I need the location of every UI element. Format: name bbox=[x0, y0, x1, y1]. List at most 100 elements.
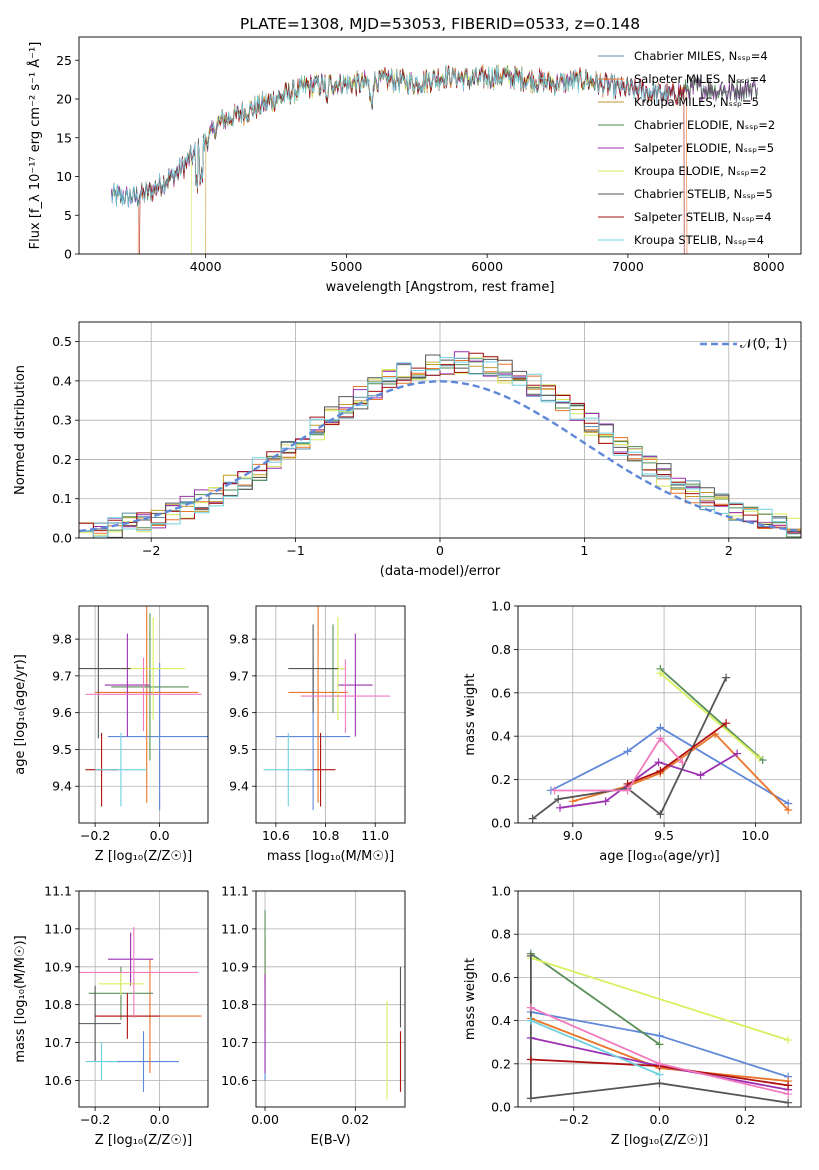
plot-area bbox=[518, 606, 801, 823]
y-tick-label: 11.1 bbox=[221, 884, 249, 899]
x-tick-label: 1 bbox=[580, 543, 588, 558]
y-tick-label: 10 bbox=[56, 169, 72, 184]
weight-line bbox=[530, 957, 789, 1041]
plot-area bbox=[256, 606, 405, 823]
y-tick-label: 0.6 bbox=[491, 685, 511, 700]
weight-line bbox=[530, 1019, 660, 1076]
axes-frame bbox=[517, 605, 802, 824]
x-axis-label: Z [log₁₀(Z/Z☉)] bbox=[611, 1133, 708, 1148]
x-tick-label: 10.0 bbox=[741, 828, 769, 843]
weight-marker bbox=[722, 719, 731, 728]
weight-line bbox=[530, 952, 661, 1046]
weight-marker bbox=[528, 814, 537, 823]
spectrum-line bbox=[205, 64, 599, 254]
x-tick-label: 2 bbox=[725, 543, 733, 558]
plot-area bbox=[256, 891, 405, 1107]
x-axis-label: E(B-V) bbox=[310, 1133, 350, 1148]
y-tick-label: 25 bbox=[56, 53, 72, 68]
weight-line bbox=[659, 672, 760, 759]
x-tick-label: 9.0 bbox=[563, 828, 583, 843]
x-tick-label: 10.8 bbox=[312, 828, 340, 843]
x-tick-label: 10.6 bbox=[262, 828, 290, 843]
axes-frame bbox=[78, 890, 209, 1108]
weight-marker bbox=[656, 669, 665, 678]
panel-mass_Z: −0.2 0.0 10.6 10.7 10.8 10.9 11.0 11.1 Z [log₁₀(… bbox=[13, 884, 209, 1148]
y-axis-label: Flux [f_λ 10⁻¹⁷ erg cm⁻² s⁻¹ Å⁻¹] bbox=[27, 42, 43, 250]
weight-marker bbox=[656, 734, 665, 743]
x-tick-label: 0.0 bbox=[150, 828, 170, 843]
y-tick-label: 9.4 bbox=[229, 779, 249, 794]
panel-mass_ebv: 0.00 0.02 10.6 10.7 10.8 10.9 11.0 11.1 E(B-V) bbox=[221, 884, 406, 1148]
panel-age_mass: 10.6 10.8 11.0 9.4 9.5 9.6 9.7 9.8 mass [log₁₀(M… bbox=[229, 605, 406, 864]
x-tick-label: 0.0 bbox=[650, 1112, 670, 1127]
x-tick-label: 11.0 bbox=[361, 828, 389, 843]
weight-marker bbox=[554, 795, 563, 804]
y-tick-label: 11.0 bbox=[44, 921, 72, 936]
y-tick-label: 9.6 bbox=[229, 705, 249, 720]
y-tick-label: 9.8 bbox=[229, 632, 249, 647]
legend-label: Kroupa STELIB, Nₛₛₚ=4 bbox=[634, 233, 764, 247]
y-tick-label: 5 bbox=[64, 208, 72, 223]
y-tick-label: 15 bbox=[56, 130, 72, 145]
weight-line bbox=[559, 752, 738, 809]
x-tick-label: 0.2 bbox=[735, 1112, 755, 1127]
y-tick-label: 9.5 bbox=[52, 742, 72, 757]
weight-marker bbox=[655, 1040, 664, 1049]
y-tick-label: 10.7 bbox=[221, 1035, 249, 1050]
weight-marker bbox=[568, 797, 577, 806]
x-tick-label: −0.2 bbox=[80, 828, 110, 843]
weight-marker bbox=[722, 673, 731, 682]
x-tick-label: 0.00 bbox=[251, 1112, 279, 1127]
y-tick-label: 9.4 bbox=[52, 779, 72, 794]
y-tick-label: 1.0 bbox=[491, 599, 511, 614]
weight-marker bbox=[656, 766, 665, 775]
panel-residuals: −2 −1 0 1 2 0.0 0.1 0.2 0.3 0.4 0.5 (data-model)/er… bbox=[13, 321, 802, 579]
plot-area bbox=[79, 606, 208, 823]
weight-marker bbox=[623, 786, 632, 795]
weight-marker bbox=[655, 1031, 664, 1040]
y-tick-label: 0 bbox=[64, 247, 72, 262]
axes-frame bbox=[78, 321, 802, 539]
panel-weight_age: 9.0 9.5 10.0 0.0 0.2 0.4 0.6 0.8 1.0 age [log₁₀(a… bbox=[463, 599, 802, 864]
y-tick-label: 10.8 bbox=[221, 997, 249, 1012]
y-axis-label: mass [log₁₀(M/M☉)] bbox=[13, 935, 28, 1062]
y-tick-label: 0.0 bbox=[491, 816, 511, 831]
y-tick-label: 0.2 bbox=[491, 1056, 511, 1071]
spectrum-line bbox=[191, 65, 600, 254]
y-tick-label: 9.5 bbox=[229, 742, 249, 757]
y-tick-label: 0.0 bbox=[491, 1100, 511, 1115]
legend-label: Chabrier ELODIE, Nₛₛₚ=2 bbox=[634, 118, 775, 132]
y-tick-label: 9.8 bbox=[52, 632, 72, 647]
x-axis-label: age [log₁₀(age/yr)] bbox=[599, 849, 720, 864]
weight-marker bbox=[656, 723, 665, 732]
weight-line bbox=[554, 736, 683, 792]
y-tick-label: 10.6 bbox=[221, 1073, 249, 1088]
weight-marker bbox=[623, 747, 632, 756]
weight-marker bbox=[550, 786, 559, 795]
legend-label: Chabrier MILES, Nₛₛₚ=4 bbox=[634, 49, 768, 63]
weight-marker bbox=[755, 753, 764, 762]
axes-frame bbox=[255, 890, 406, 1108]
x-tick-label: 8000 bbox=[753, 259, 785, 274]
y-tick-label: 0.8 bbox=[491, 642, 511, 657]
x-tick-label: 4000 bbox=[190, 259, 222, 274]
y-tick-label: 10.8 bbox=[44, 997, 72, 1012]
weight-marker bbox=[784, 1081, 793, 1090]
axes-frame bbox=[78, 605, 209, 824]
weight-line bbox=[550, 726, 789, 805]
y-tick-label: 0.6 bbox=[491, 970, 511, 985]
panel-spectrum: 4000 5000 6000 7000 8000 0 5 10 15 20 25 wavelength… bbox=[27, 36, 802, 295]
y-tick-label: 0.2 bbox=[52, 452, 72, 467]
x-axis-label: mass [log₁₀(M/M☉)] bbox=[267, 849, 394, 864]
x-tick-label: −0.2 bbox=[559, 1112, 589, 1127]
x-tick-label: −2 bbox=[142, 543, 160, 558]
panel-weight_Z: −0.2 0.0 0.2 0.0 0.2 0.4 0.6 0.8 1.0 Z [log₁₀(Z/Z… bbox=[463, 884, 802, 1148]
weight-marker bbox=[784, 1090, 793, 1099]
legend-label: Salpeter MILES, Nₛₛₚ=4 bbox=[634, 72, 767, 86]
y-tick-label: 10.9 bbox=[44, 959, 72, 974]
y-tick-label: 9.6 bbox=[52, 705, 72, 720]
legend-label: Kroupa ELODIE, Nₛₛₚ=2 bbox=[634, 164, 767, 178]
weight-marker bbox=[784, 1036, 793, 1045]
weight-marker bbox=[526, 1003, 535, 1012]
